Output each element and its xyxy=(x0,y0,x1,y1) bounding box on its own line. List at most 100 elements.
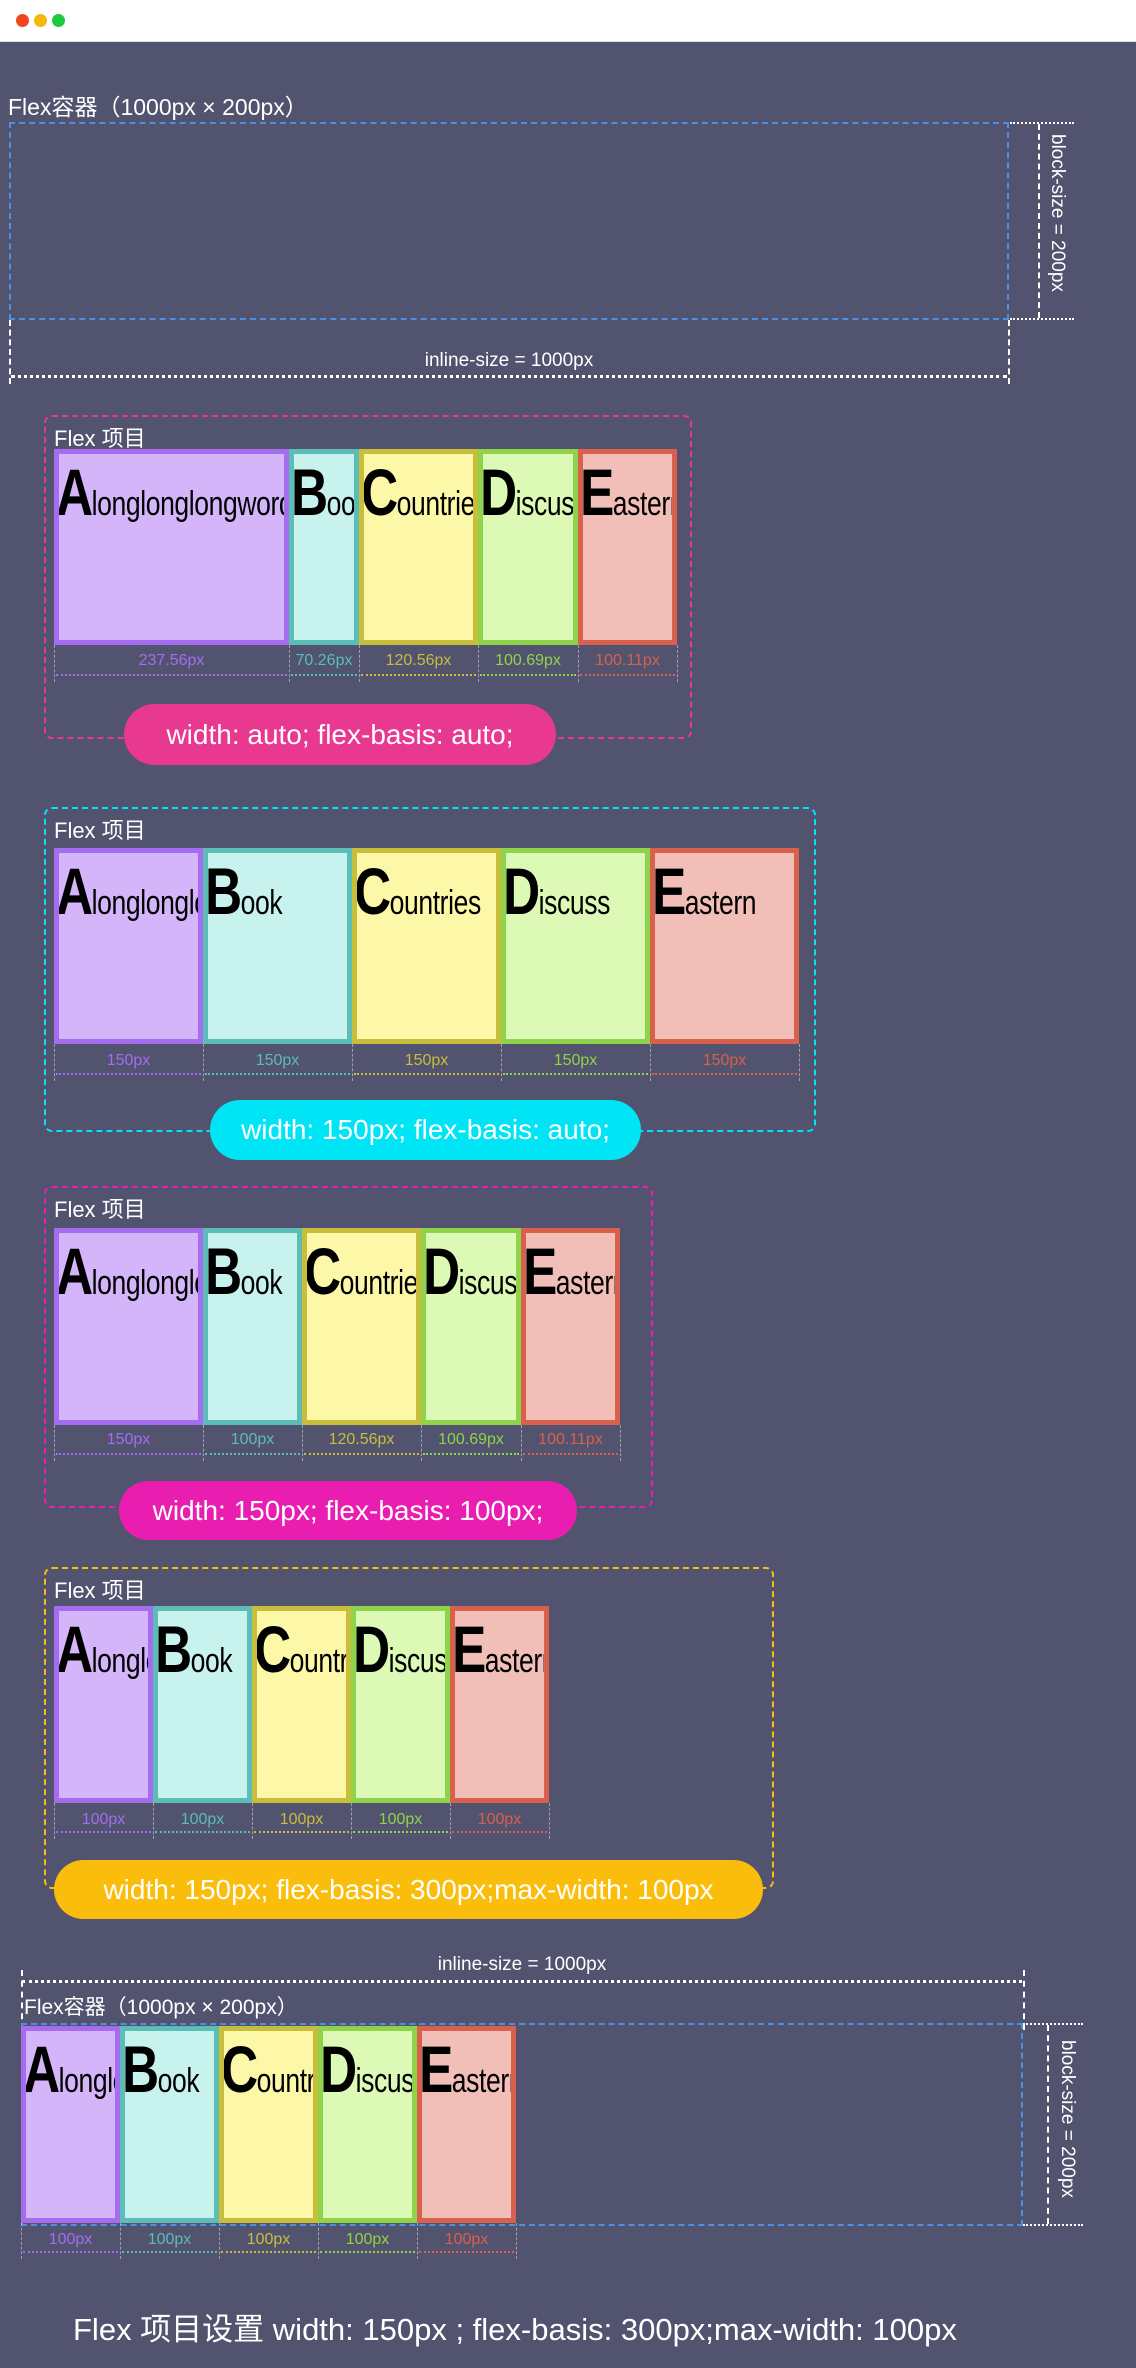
item-rest: iscuss xyxy=(388,1642,448,1680)
dimension-tick xyxy=(54,1425,55,1461)
section-label: Flex 项目 xyxy=(54,1197,146,1222)
dimension-tick xyxy=(650,1044,651,1081)
item-rest: iscuss xyxy=(538,884,611,922)
flex-item-text: Alonglonglongword xyxy=(56,1233,198,1309)
flex-item-e: Eastern xyxy=(521,1228,620,1425)
dimension-tick xyxy=(120,2223,121,2259)
flex-item-text: Discuss xyxy=(483,454,575,530)
maximize-window-button[interactable] xyxy=(52,14,65,27)
item-width-label: 100px xyxy=(477,1811,522,1828)
dimension-tick xyxy=(54,645,55,682)
item-width-line xyxy=(56,674,287,676)
bottom-inline-size-label: inline-size = 1000px xyxy=(437,1954,607,1975)
flex-item-text: Countries xyxy=(254,1611,346,1687)
top-flex-container xyxy=(9,122,1009,320)
item-width-line xyxy=(205,1073,350,1075)
item-width-line xyxy=(320,2251,415,2253)
dimension-tick xyxy=(516,2223,517,2259)
bottom-inline-size-right-tick xyxy=(1023,1970,1025,2030)
flex-item-text: Alonglonglongword xyxy=(59,1611,148,1687)
dimension-tick xyxy=(359,645,360,682)
item-initial: A xyxy=(23,2032,60,2106)
minimize-window-button[interactable] xyxy=(34,14,47,27)
flex-item-text: Eastern xyxy=(652,853,757,929)
flex-item-a: Alonglonglongword xyxy=(54,848,203,1044)
item-rest: astern xyxy=(612,485,672,523)
dimension-tick xyxy=(501,1044,502,1081)
close-window-button[interactable] xyxy=(16,14,29,27)
flex-item-text: Discuss xyxy=(506,853,611,929)
item-initial: B xyxy=(205,854,242,928)
dimension-tick xyxy=(302,1425,303,1461)
item-width-label: 100.11px xyxy=(595,652,660,669)
section-label: Flex 项目 xyxy=(54,426,146,451)
flex-item-text: Discuss xyxy=(356,1611,448,1687)
css-rule-badge: width: 150px; flex-basis: 300px;max-widt… xyxy=(54,1860,763,1919)
item-initial: C xyxy=(361,455,398,529)
item-width-label: 100px xyxy=(81,1811,126,1828)
item-width-line xyxy=(122,2251,217,2253)
item-initial: E xyxy=(652,854,686,928)
dimension-tick xyxy=(54,1044,55,1081)
dimension-tick xyxy=(549,1803,550,1839)
item-width-line xyxy=(361,674,476,676)
flex-item-text: Countries xyxy=(361,454,475,530)
item-width-label: 150px xyxy=(404,1052,449,1069)
flex-item-text: Book xyxy=(294,454,356,530)
flex-item-d: Discuss xyxy=(318,2026,417,2223)
item-width-label: 100px xyxy=(147,2231,192,2248)
item-width-label: 100px xyxy=(279,1811,324,1828)
item-width-label: 100px xyxy=(345,2231,390,2248)
block-size-top-tick xyxy=(1010,122,1074,124)
item-rest: longlonglongword xyxy=(91,485,289,523)
flex-item-c: Countries xyxy=(252,1606,351,1803)
item-rest: ook xyxy=(190,1642,233,1680)
flex-item-b: Book xyxy=(203,848,352,1044)
css-rule-badge: width: 150px; flex-basis: 100px; xyxy=(119,1481,577,1540)
block-size-bottom-tick xyxy=(1010,318,1074,320)
item-width-line xyxy=(452,1831,547,1833)
section-label: Flex 项目 xyxy=(54,818,146,843)
inline-size-line xyxy=(11,375,1007,378)
css-rule-badge: width: 150px; flex-basis: auto; xyxy=(210,1100,641,1160)
dimension-tick xyxy=(677,645,678,682)
dimension-tick xyxy=(421,1425,422,1461)
item-rest: iscuss xyxy=(515,485,575,523)
flex-item-b: Book xyxy=(120,2026,219,2223)
item-rest: ountries xyxy=(256,2062,316,2100)
item-width-line xyxy=(480,674,576,676)
item-width-line xyxy=(354,1073,499,1075)
flex-item-c: Countries xyxy=(302,1228,421,1425)
flex-item-text: Book xyxy=(155,1611,233,1687)
flex-item-d: Discuss xyxy=(501,848,650,1044)
item-width-label: 150px xyxy=(255,1052,300,1069)
item-initial: B xyxy=(155,1612,192,1686)
item-initial: C xyxy=(254,1612,291,1686)
item-rest: ountries xyxy=(396,485,475,523)
item-initial: E xyxy=(523,1234,557,1308)
flex-item-text: Book xyxy=(205,853,283,929)
dimension-tick xyxy=(578,645,579,682)
flex-item-text: Alonglonglongword xyxy=(23,2031,115,2107)
flex-item-e: Eastern xyxy=(450,1606,549,1803)
item-initial: A xyxy=(56,1234,93,1308)
bottom-block-size-label: block-size = 200px xyxy=(1057,2040,1078,2198)
flex-item-text: Discuss xyxy=(320,2031,412,2107)
item-rest: ook xyxy=(326,485,356,523)
item-initial: C xyxy=(221,2032,258,2106)
flex-item-b: Book xyxy=(203,1228,302,1425)
item-width-line xyxy=(155,1831,250,1833)
item-rest: astern xyxy=(451,2062,511,2100)
flex-item-a: Alonglonglongword xyxy=(21,2026,120,2223)
item-width-line xyxy=(56,1073,201,1075)
item-initial: D xyxy=(320,2032,357,2106)
item-initial: A xyxy=(56,854,93,928)
flex-item-text: Countries xyxy=(221,2031,316,2107)
item-width-label: 150px xyxy=(553,1052,598,1069)
flex-item-b: Book xyxy=(153,1606,252,1803)
item-width-label: 120.56px xyxy=(385,652,452,669)
flex-item-text: Eastern xyxy=(455,1611,544,1687)
item-rest: ook xyxy=(240,1264,283,1302)
dimension-tick xyxy=(318,2223,319,2259)
item-width-line xyxy=(580,674,675,676)
